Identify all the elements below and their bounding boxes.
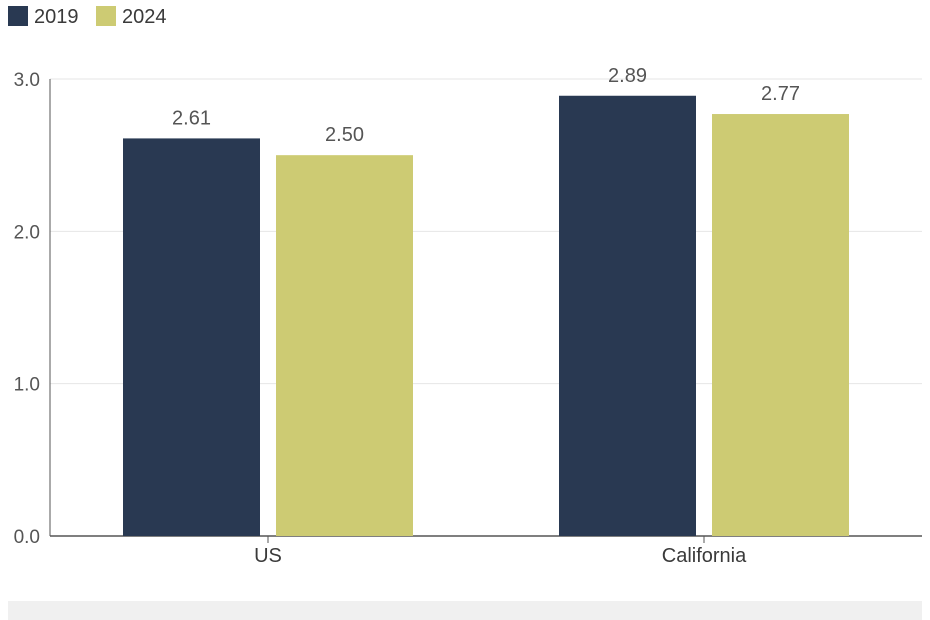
y-tick-label: 2.0 <box>14 222 40 243</box>
data-label-california-2019: 2.89 <box>608 65 647 87</box>
legend-label-2024: 2024 <box>122 6 167 28</box>
data-label-us-2024: 2.50 <box>325 124 364 146</box>
y-tick-label: 3.0 <box>14 70 40 91</box>
chart-canvas: 2019 2024 0.0 1.0 2.0 3.0 2.61 2.50 US 2.89 2.77 Ca… <box>8 6 922 567</box>
y-tick-label: 1.0 <box>14 375 40 396</box>
bar-california-2024 <box>712 114 849 536</box>
x-tick-label-california: California <box>662 545 747 567</box>
data-label-us-2019: 2.61 <box>172 107 211 129</box>
legend-swatch-2024 <box>96 6 116 26</box>
y-tick-label: 0.0 <box>14 527 40 548</box>
legend-label-2019: 2019 <box>34 6 79 28</box>
legend-swatch-2019 <box>8 6 28 26</box>
footer-bar <box>8 601 922 620</box>
data-label-california-2024: 2.77 <box>761 83 800 105</box>
bar-california-2019 <box>559 95 696 537</box>
bar-us-2024 <box>276 155 413 536</box>
x-tick-label-us: US <box>254 545 282 567</box>
bar-us-2019 <box>123 138 260 536</box>
